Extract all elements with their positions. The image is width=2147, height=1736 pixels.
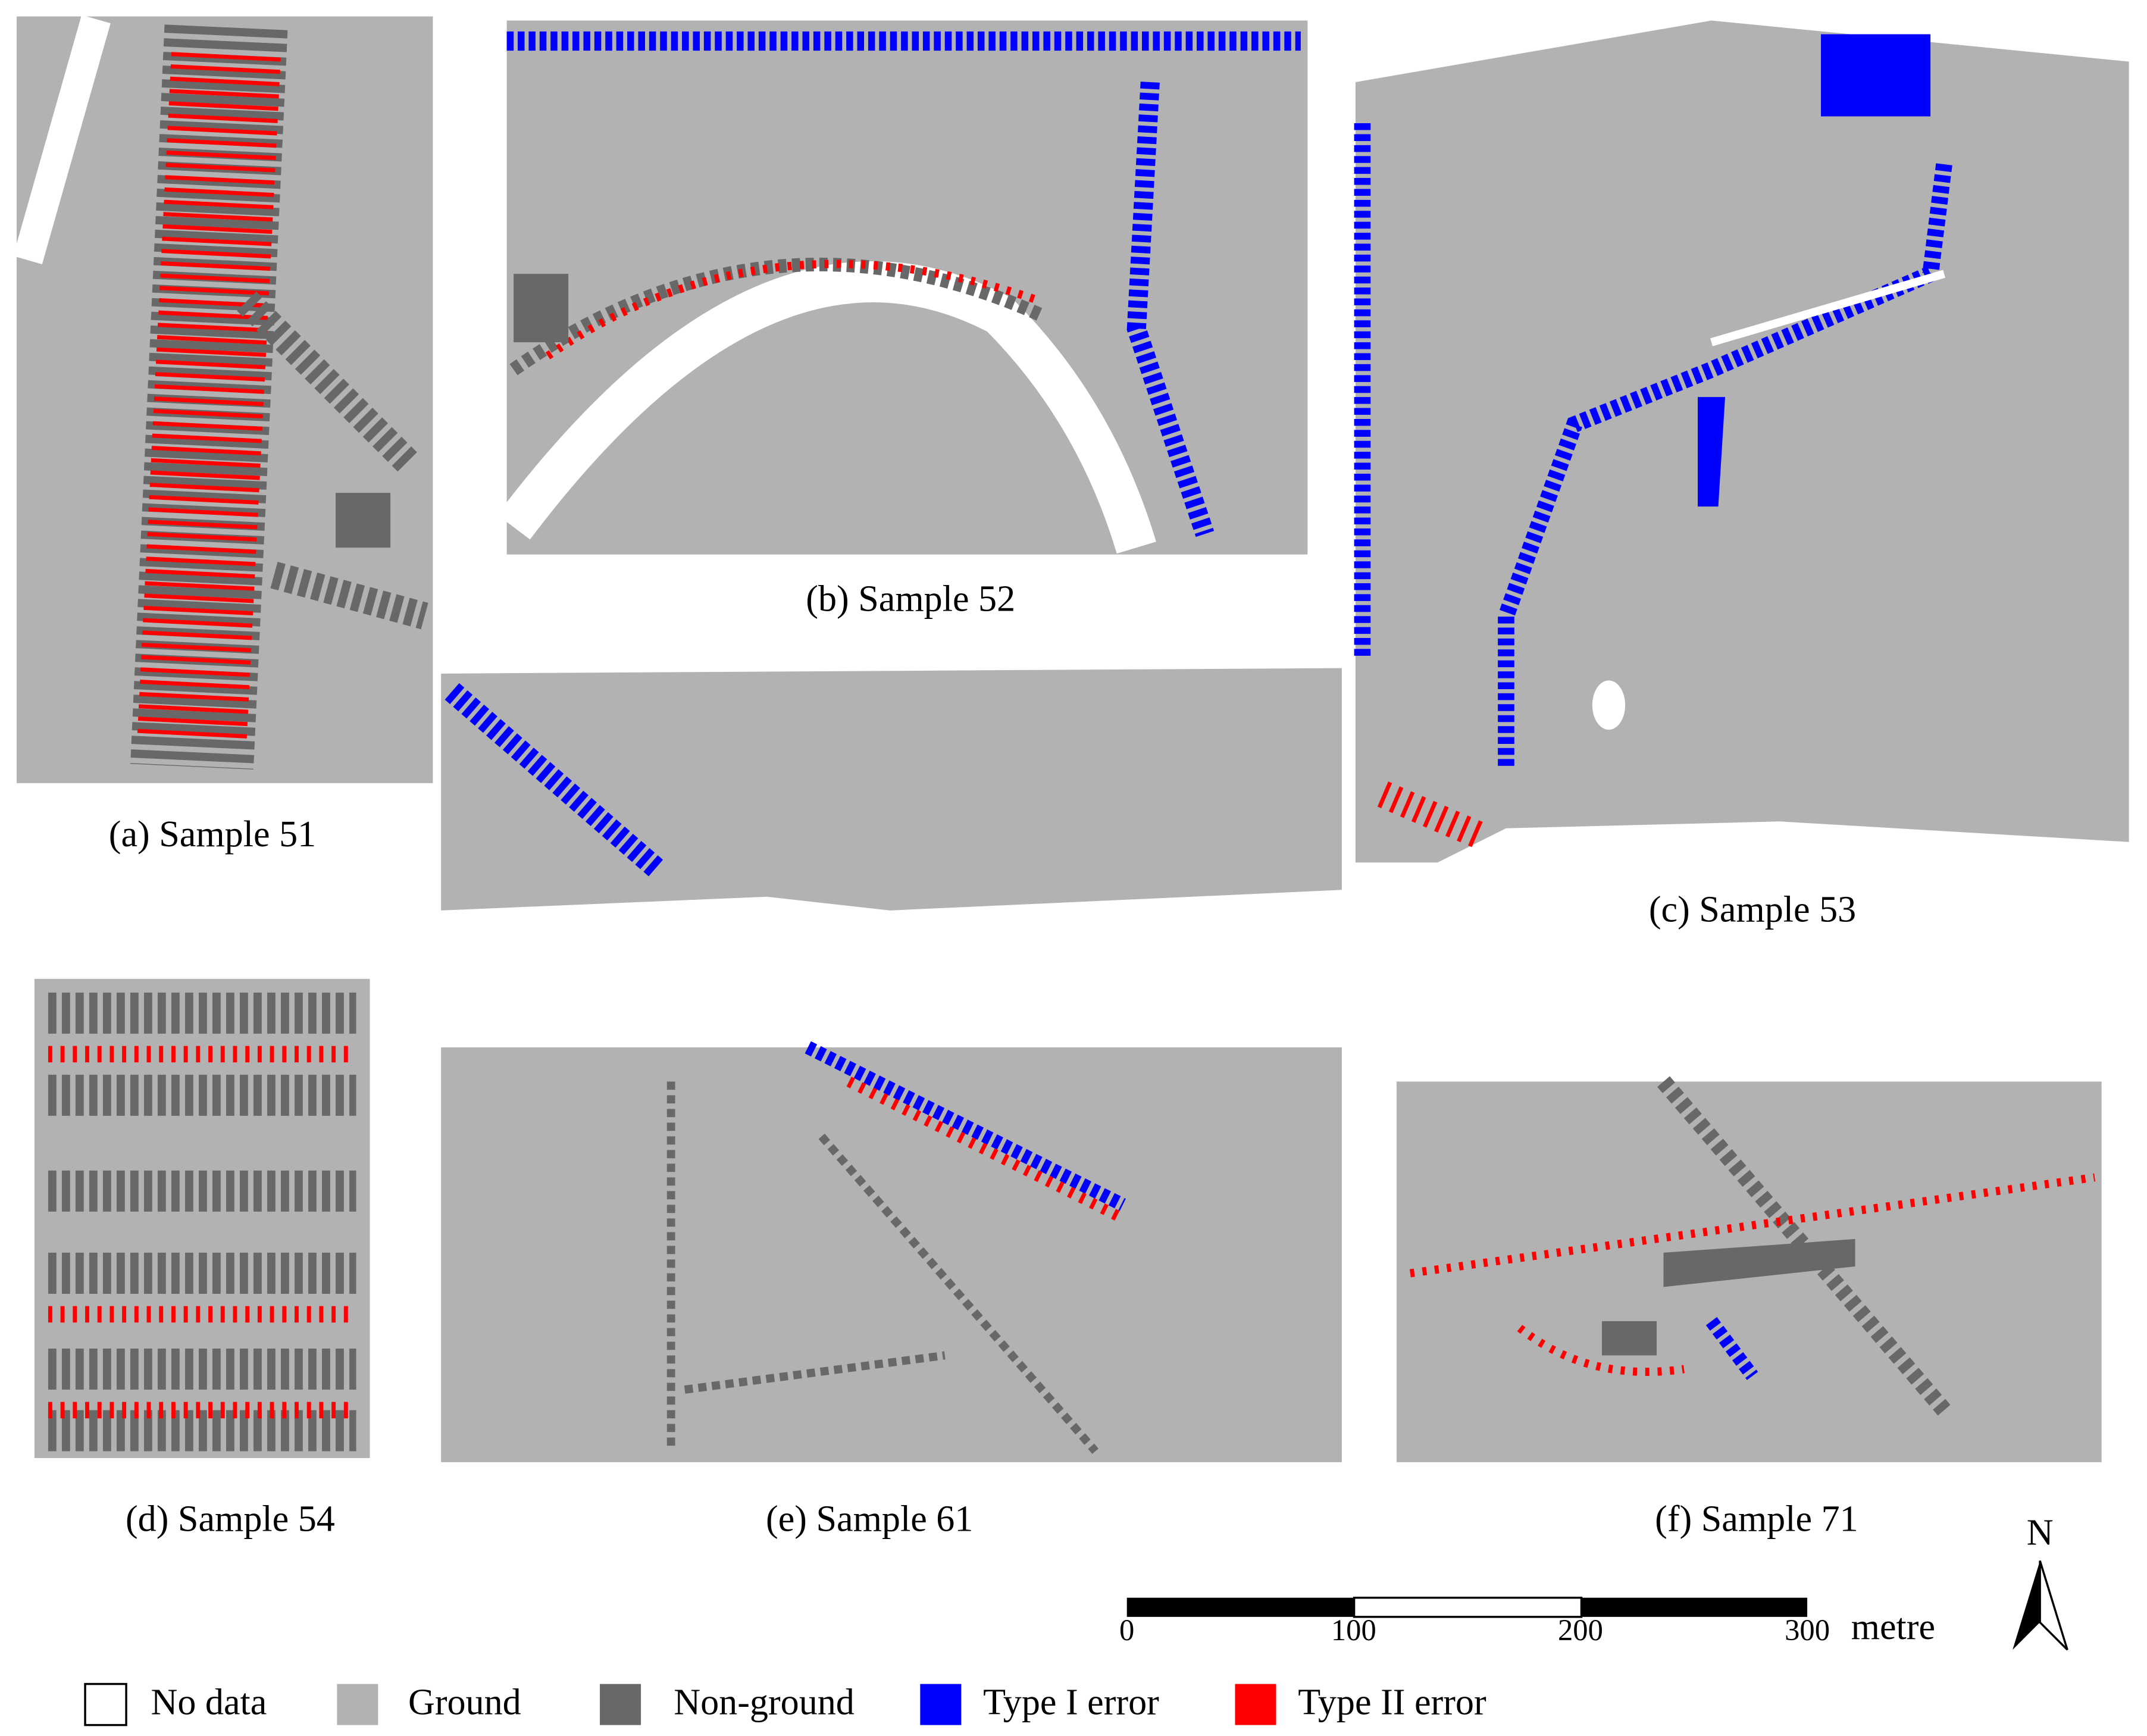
legend-label: Non-ground bbox=[674, 1682, 855, 1723]
legend-label: Type II error bbox=[1298, 1682, 1486, 1723]
legend-swatch bbox=[600, 1684, 641, 1725]
scale-labels: 0 100 200 300 bbox=[1119, 1613, 1830, 1647]
map-panel bbox=[1354, 20, 2129, 863]
panel-label: (d) Sample 54 bbox=[126, 1499, 335, 1539]
map-panel bbox=[34, 978, 370, 1459]
map-panel bbox=[441, 668, 1342, 911]
panel-label: (a) Sample 51 bbox=[109, 814, 316, 855]
north-label: N bbox=[2027, 1512, 2054, 1553]
legend: No data Ground Non-ground Type I error Type … bbox=[84, 1682, 1486, 1726]
scale-bar bbox=[1126, 1596, 1808, 1618]
panel-label: (b) Sample 52 bbox=[806, 578, 1015, 619]
panel-label: (c) Sample 53 bbox=[1649, 890, 1856, 930]
legend-label: Ground bbox=[408, 1682, 521, 1723]
legend-swatch bbox=[1235, 1684, 1276, 1725]
panel-label: (e) Sample 61 bbox=[766, 1499, 973, 1539]
scale-tick-label: 300 bbox=[1785, 1613, 1830, 1647]
north-arrow bbox=[2013, 1560, 2068, 1651]
scale-tick-label: 0 bbox=[1119, 1613, 1134, 1647]
scale-tick-label: 100 bbox=[1331, 1613, 1376, 1647]
legend-label: Type I error bbox=[983, 1682, 1159, 1723]
legend-swatch bbox=[337, 1684, 378, 1725]
legend-label: No data bbox=[151, 1682, 267, 1723]
scale-tick-label: 200 bbox=[1558, 1613, 1603, 1647]
scale-unit: metre bbox=[1851, 1607, 1935, 1647]
legend-swatch bbox=[920, 1684, 962, 1725]
map-panel bbox=[497, 20, 1308, 555]
map-panel bbox=[1396, 1076, 2102, 1462]
map-panel bbox=[13, 15, 433, 783]
legend-swatch bbox=[84, 1682, 127, 1726]
panel-label: (f) Sample 71 bbox=[1655, 1499, 1858, 1539]
map-panel bbox=[441, 1041, 1342, 1462]
